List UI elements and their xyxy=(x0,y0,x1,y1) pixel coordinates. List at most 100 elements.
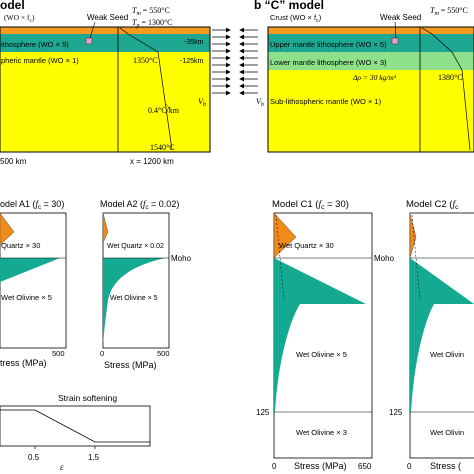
panel-a-temp-1540: 1540°C xyxy=(150,143,175,152)
panel-a-weak-seed-label: Weak Seed xyxy=(87,13,128,22)
panel-a-x-right: x = 1200 km xyxy=(130,157,174,166)
profile-c1-olivine-lower xyxy=(274,258,300,412)
panel-a-weak-seed-marker xyxy=(85,37,93,45)
profile-a2-olivine-label: Wet Olivine × 5 xyxy=(110,295,158,302)
panel-b-weak-seed-pointer xyxy=(394,21,397,39)
profile-a1-tick-500: 500 xyxy=(52,349,65,358)
panel-a-upper-mantle-layer xyxy=(0,34,210,52)
panel-b-left-arrows xyxy=(239,27,258,96)
profile-c1-quartz-label: Wet Quartz × 30 xyxy=(279,241,334,250)
panel-a-crust-layer xyxy=(0,27,210,34)
profile-c1-quartz-envelope xyxy=(273,212,297,259)
panel-b-frame xyxy=(267,26,474,153)
panel-b-sub-layer-label: Sub-lithospheric mantle (WO × 1) xyxy=(270,97,382,106)
svg-text:odel A1 (fc = 30): odel A1 (fc = 30) xyxy=(0,199,64,211)
panel-b-weak-seed-label: Weak Seed xyxy=(380,13,421,22)
profile-a2-tick-0: 0 xyxy=(100,349,104,358)
panel-a-crust-label: (WO × f xyxy=(4,13,30,22)
panel-b-tm: Tm = 550°C xyxy=(430,6,468,17)
panel-a-geotherm xyxy=(119,27,173,151)
panel-a-tp: Tp = 1300°C xyxy=(132,18,173,29)
softening-tick-05: 0.5 xyxy=(28,453,40,462)
panel-a-gradient: 0.4°C/km xyxy=(148,106,180,115)
panel-a-title: odel xyxy=(0,0,25,12)
strain-softening-plot: Strain softening 0.5 1.5 ε xyxy=(0,393,151,472)
profile-a1-olivine-label: Wet Olivine × 5 xyxy=(1,293,52,302)
profile-c2: Model C2 (fc Wet Olivin Wet Olivin 125 0… xyxy=(389,199,474,471)
profile-c1-xlabel: Stress (MPa) xyxy=(294,461,347,471)
panel-b-lower-mantle-layer xyxy=(268,52,474,70)
panel-b-lower-layer-label: Lower mantle lithosphere (WO × 3) xyxy=(270,58,387,67)
svg-text:Crust (WO × fc): Crust (WO × fc) xyxy=(270,13,322,24)
panel-a-lower-layer-label: pheric mantle (WO × 1) xyxy=(1,56,79,65)
softening-title: Strain softening xyxy=(58,393,117,403)
profile-a2-tick-500: 500 xyxy=(157,349,170,358)
panel-b-crust-label: Crust (WO × f xyxy=(270,13,317,22)
svg-text:Model C1 (fc = 30): Model C1 (fc = 30) xyxy=(272,199,349,211)
panel-a-temp-1350: 1350°C xyxy=(133,56,158,65)
profile-c2-xlabel: Stress ( xyxy=(430,461,461,471)
panel-b-temp-1380: 1380°C xyxy=(438,73,463,82)
profile-c2-olivine-upper xyxy=(410,258,474,304)
profile-c2-olivine-lower xyxy=(410,258,434,412)
panel-b-weak-seed-marker xyxy=(391,37,399,45)
profile-a1-quartz-label: Quartz × 30 xyxy=(1,241,40,250)
profile-a2-olivine-envelope xyxy=(103,258,165,347)
profile-c1-moho-label: Moho xyxy=(374,254,395,263)
panel-a-depth-125: -125km xyxy=(180,58,204,65)
profile-c2-quartz-envelope xyxy=(409,212,417,259)
profile-a2-quartz-label: Wet Quartz × 0.02 xyxy=(107,243,164,250)
panel-b-vb: Vb xyxy=(256,97,264,108)
profile-a1-quartz-envelope xyxy=(0,212,15,246)
panel-a-right-arrows xyxy=(212,27,231,96)
panel-a-upper-layer-label: ithosphere (WO × 5) xyxy=(1,40,69,49)
panel-b-upper-mantle-layer xyxy=(268,34,474,52)
profile-c2-tick-0: 0 xyxy=(407,462,412,471)
profile-a2: Model A2 (fc = 0.02) Moho Wet Quartz × 0… xyxy=(100,199,192,370)
panel-a-model: odel (WO × fc) Weak Seed Tm = 550°C Tp =… xyxy=(0,0,231,166)
panel-b-sub-mantle-layer xyxy=(268,70,474,152)
panel-a-sub-mantle-layer xyxy=(0,52,210,152)
panel-a-frame xyxy=(0,26,211,153)
profile-c1-depth-125: 125 xyxy=(256,408,270,417)
profile-c2-olivine-label: Wet Olivin xyxy=(430,350,464,359)
panel-a-gradient-pointer xyxy=(165,103,172,111)
panel-b-model: b “C” model Vb Crust (WO × fc) Weak Seed… xyxy=(239,0,474,153)
profile-c1-olivine-upper xyxy=(274,258,366,304)
softening-frame xyxy=(0,405,151,447)
panel-b-delta-rho: Δρ = 30 kg/m³ xyxy=(352,73,397,82)
panel-a-weak-seed-pointer xyxy=(89,21,96,39)
profile-a1-olivine-envelope xyxy=(0,258,60,282)
svg-text:Model C2 (fc: Model C2 (fc xyxy=(406,199,459,211)
panel-b-upper-layer-label: Upper mantle lithosphere (WO × 5) xyxy=(270,40,387,49)
profile-a1-xlabel: tress (MPa) xyxy=(0,358,47,368)
panel-a-tm: Tm = 550°C xyxy=(132,6,170,17)
profile-a2-moho-label: Moho xyxy=(171,254,192,263)
profile-c1-olivine5-label: Wet Olivine × 5 xyxy=(296,350,347,359)
panel-a-vb: Vb xyxy=(198,97,206,108)
profile-a2-quartz-envelope xyxy=(102,212,109,244)
svg-text:Model A2 (fc = 0.02): Model A2 (fc = 0.02) xyxy=(100,199,179,211)
panel-b-crust-layer xyxy=(268,27,474,34)
profile-c1: Model C1 (fc = 30) Moho Wet Quartz × 30 … xyxy=(256,199,395,471)
panel-b-geotherm xyxy=(421,27,471,151)
profile-c2-olivine3-label: Wet Olivin xyxy=(430,428,464,437)
panel-a-x-left: 500 km xyxy=(0,157,27,166)
profile-c1-tick-650: 650 xyxy=(358,462,372,471)
softening-tick-15: 1.5 xyxy=(88,453,100,462)
profile-a2-title: Model A2 ( xyxy=(100,199,143,209)
softening-curve xyxy=(0,409,150,443)
profile-c2-depth-125: 125 xyxy=(389,408,403,417)
profile-a1-title: odel A1 ( xyxy=(0,199,36,209)
profile-c1-olivine3-label: Wet Olivine × 3 xyxy=(296,428,347,437)
panel-a-depth-35: -35km xyxy=(184,39,204,46)
profile-a1-frame xyxy=(0,212,67,349)
profile-c2-title: Model C2 ( xyxy=(406,199,453,210)
profile-c1-tick-0: 0 xyxy=(272,462,277,471)
profile-c1-title: Model C1 ( xyxy=(272,199,319,210)
softening-axis-label: ε xyxy=(60,462,64,472)
svg-text:(WO × fc): (WO × fc) xyxy=(4,13,35,24)
profile-a2-xlabel: Stress (MPa) xyxy=(104,360,157,370)
profile-a1: odel A1 (fc = 30) Quartz × 30 Wet Olivin… xyxy=(0,199,67,368)
